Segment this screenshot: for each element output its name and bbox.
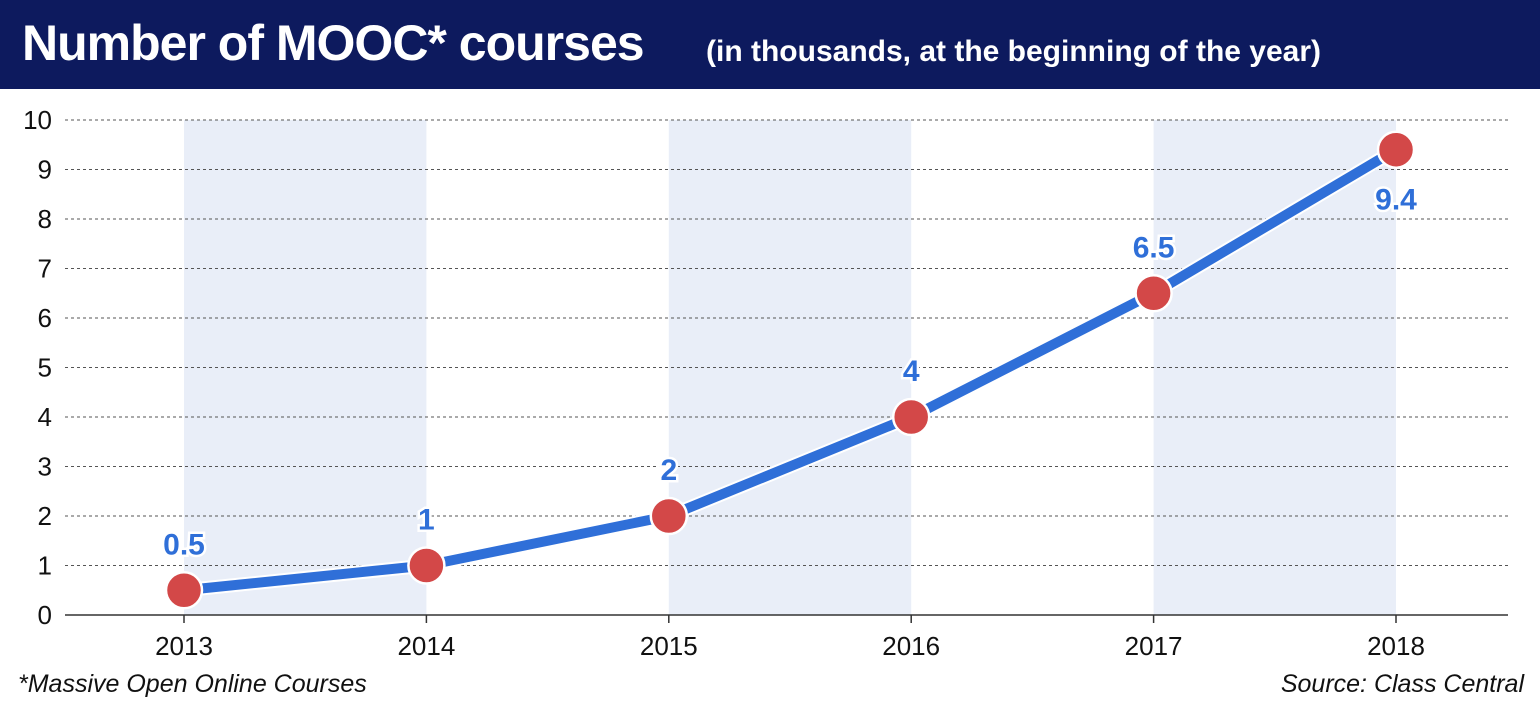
line-chart: 0 1 2 3 4 5 6 7 8 9 10 2013 2014 2015 2016 2017 2018 0.… [23, 105, 1508, 661]
data-point [891, 397, 931, 437]
data-label: 9.4 [1375, 184, 1417, 217]
footnote: *Massive Open Online Courses [18, 670, 367, 698]
x-tick-label: 2013 [155, 631, 213, 661]
y-tick-label: 4 [38, 402, 52, 432]
background-band [668, 120, 912, 615]
data-point [1376, 130, 1416, 169]
data-point [164, 571, 204, 610]
data-point [1134, 274, 1173, 313]
y-tick-label: 3 [38, 452, 52, 482]
x-axis-ticks: 2013 2014 2015 2016 2017 2018 [155, 615, 1425, 661]
data-point [407, 546, 446, 585]
x-tick-label: 2016 [882, 631, 940, 661]
y-tick-label: 2 [38, 501, 52, 531]
y-axis-ticks: 0 1 2 3 4 5 6 7 8 9 10 [23, 105, 52, 630]
data-label: 6.5 [1133, 231, 1175, 264]
data-label: 0.5 [163, 528, 205, 561]
data-label: 2 [660, 454, 677, 487]
series-line-path [179, 144, 1401, 596]
y-tick-label: 6 [38, 303, 52, 333]
data-points [164, 130, 1416, 610]
x-tick-label: 2017 [1125, 631, 1183, 661]
data-point [649, 496, 689, 536]
x-tick-label: 2014 [397, 631, 455, 661]
chart-subtitle: (in thousands, at the beginning of the y… [706, 35, 1322, 68]
series-line [177, 142, 1403, 598]
source-note: Source: Class Central [1280, 670, 1524, 698]
y-tick-label: 7 [38, 254, 52, 284]
data-labels: 0.5 1 2 4 6.5 9.4 [161, 181, 1420, 564]
y-tick-label: 8 [38, 204, 52, 234]
chart-title: Number of MOOC* courses [22, 15, 645, 71]
y-tick-label: 1 [38, 551, 52, 581]
y-tick-label: 10 [23, 105, 52, 135]
data-label: 4 [903, 355, 920, 388]
data-label: 1 [418, 504, 435, 537]
y-tick-label: 0 [38, 600, 52, 630]
x-tick-label: 2018 [1367, 631, 1425, 661]
y-tick-label: 9 [38, 155, 52, 185]
chart-header: Number of MOOC* courses (in thousands, a… [0, 0, 1540, 89]
x-tick-label: 2015 [640, 631, 698, 661]
y-tick-label: 5 [38, 353, 52, 383]
